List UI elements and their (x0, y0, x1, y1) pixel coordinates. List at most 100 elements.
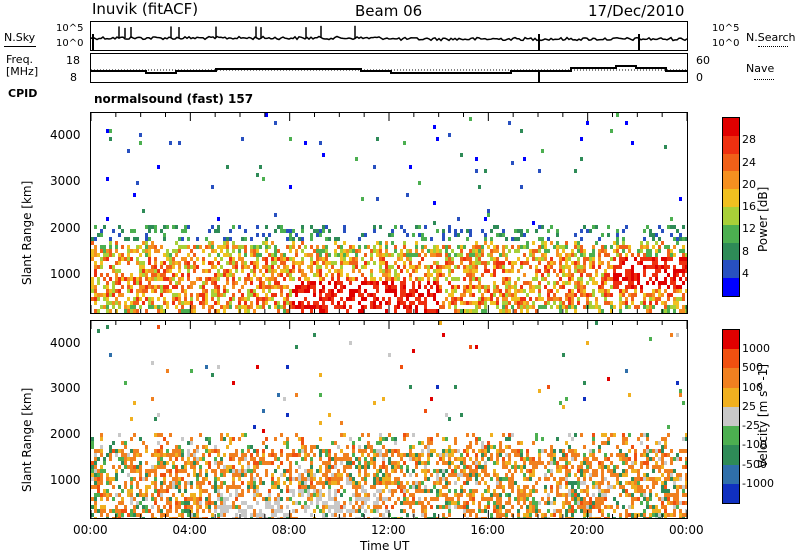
velocity-cell (280, 449, 283, 453)
power-cell (487, 253, 490, 257)
velocity-cell (280, 505, 283, 509)
power-cell (430, 293, 433, 297)
velocity-cell (214, 445, 217, 449)
power-cell (340, 273, 343, 277)
power-cell (241, 269, 244, 273)
velocity-cell (265, 445, 268, 449)
velocity-cell (613, 465, 616, 469)
velocity-cell (115, 505, 118, 509)
velocity-cell (310, 469, 313, 473)
power-cell (154, 289, 157, 293)
power-cell (133, 281, 136, 285)
velocity-cell (583, 453, 586, 457)
power-cell (511, 261, 514, 265)
power-cell (340, 297, 343, 301)
velocity-cell (391, 505, 394, 509)
power-cell (451, 285, 454, 289)
power-cell (547, 229, 550, 233)
velocity-cell (160, 453, 163, 457)
power-cell (256, 245, 259, 249)
power-cell (457, 297, 460, 301)
power-cell (571, 249, 574, 253)
power-cell (229, 269, 232, 273)
velocity-cell (532, 465, 535, 469)
power-cell (394, 269, 397, 273)
power-cell (226, 253, 229, 257)
velocity-cell (367, 445, 370, 449)
velocity-cell (538, 509, 541, 513)
power-cell (160, 265, 163, 269)
power-cell (106, 281, 109, 285)
velocity-cell (604, 441, 607, 445)
velocity-cell (412, 453, 415, 457)
velocity-cell (91, 497, 94, 501)
power-cell (133, 301, 136, 305)
velocity-cell (382, 397, 385, 401)
velocity-cell (448, 457, 451, 461)
power-cell (484, 309, 487, 313)
velocity-cell (451, 501, 454, 505)
velocity-cell (385, 437, 388, 441)
velocity-cell (493, 489, 496, 493)
velocity-cell (163, 513, 166, 517)
velocity-cell (586, 469, 589, 473)
velocity-cell (514, 449, 517, 453)
velocity-cell (340, 461, 343, 465)
power-cell (541, 257, 544, 261)
power-cell (202, 305, 205, 309)
power-cell (574, 253, 577, 257)
power-cell (562, 301, 565, 305)
power-cell (616, 237, 619, 241)
power-cell (289, 269, 292, 273)
velocity-cell (325, 477, 328, 481)
velocity-cell (295, 393, 298, 397)
velocity-cell (160, 513, 163, 517)
velocity-cell (184, 505, 187, 509)
velocity-cell (550, 501, 553, 505)
power-cell (430, 285, 433, 289)
power-cell (316, 233, 319, 237)
power-cell (346, 261, 349, 265)
velocity-cell (388, 473, 391, 477)
velocity-cell (637, 485, 640, 489)
power-cell (334, 253, 337, 257)
power-cell (556, 229, 559, 233)
power-cell (487, 285, 490, 289)
velocity-cell (667, 469, 670, 473)
velocity-cell (139, 453, 142, 457)
power-cell (286, 273, 289, 277)
power-cell (529, 281, 532, 285)
velocity-cell (349, 437, 352, 441)
power-cell (571, 261, 574, 265)
velocity-cell (214, 477, 217, 481)
velocity-cell (160, 461, 163, 465)
power-cell (316, 305, 319, 309)
velocity-cell (232, 453, 235, 457)
power-cell (604, 245, 607, 249)
power-cell (682, 257, 685, 261)
velocity-cell (667, 433, 670, 437)
power-cell (262, 301, 265, 305)
velocity-cell (655, 513, 658, 517)
power-cell (202, 297, 205, 301)
velocity-cell (271, 517, 274, 518)
power-cell (544, 241, 547, 245)
power-cell (259, 277, 262, 281)
power-cell (193, 269, 196, 273)
velocity-cell (361, 477, 364, 481)
velocity-cell (247, 485, 250, 489)
power-cell (670, 305, 673, 309)
power-cell (340, 305, 343, 309)
power-cell (127, 277, 130, 281)
power-cell (577, 301, 580, 305)
power-cell (658, 281, 661, 285)
velocity-cell (340, 509, 343, 513)
power-cell (649, 297, 652, 301)
velocity-cell (121, 513, 124, 517)
power-cell (217, 285, 220, 289)
velocity-cell (94, 449, 97, 453)
power-cell (94, 289, 97, 293)
power-cell (640, 301, 643, 305)
power-cell (238, 301, 241, 305)
velocity-cell (265, 473, 268, 477)
